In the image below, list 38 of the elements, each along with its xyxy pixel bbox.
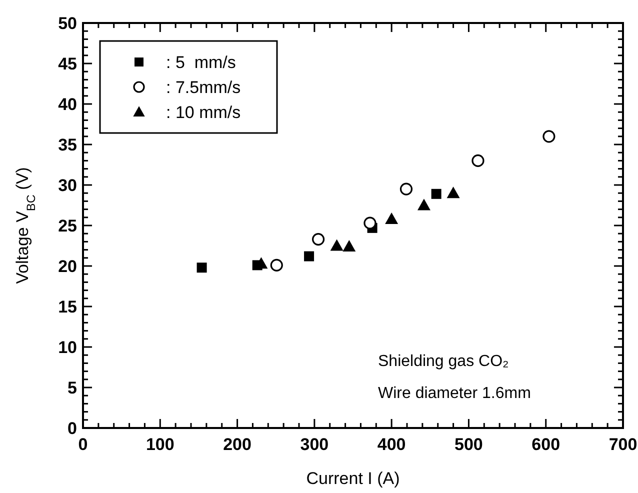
point [330,239,344,251]
point [542,130,556,143]
point [312,232,325,246]
x-tick-label: 700 [608,435,638,454]
y-tick-label: 15 [58,298,77,316]
point [385,212,398,224]
legend-label: : 10 mm/s [166,103,241,122]
x-tick-label: 500 [454,435,483,454]
y-tick-label: 10 [58,338,77,357]
point [342,240,356,252]
y-tick-label: 25 [58,216,77,236]
legend-label: : 7.5mm/s [166,78,241,97]
point [270,258,283,272]
y-tick-label: 40 [58,95,77,114]
x-tick-label: 600 [532,435,560,454]
annotation: Shielding gas CO₂ [378,353,509,370]
x-axis-title: Current I (A) [306,469,400,488]
x-tick-label: 200 [223,435,252,454]
point [304,251,314,262]
x-tick-label: 400 [377,435,406,454]
annotation: Wire diameter 1.6mm [378,385,531,402]
y-tick-label: 35 [58,136,77,154]
x-tick-label: 100 [146,435,174,454]
y-tick-label: 50 [58,14,77,33]
point [446,186,460,198]
point [196,262,207,273]
y-tick-label: 30 [58,176,77,195]
x-tick-label: 300 [300,435,329,454]
y-tick-label: 0 [68,419,77,438]
point [431,188,442,199]
legend-label: : 5 mm/s [166,53,236,72]
point [364,216,376,230]
point [417,198,430,210]
y-tick-label: 20 [58,257,77,276]
y-tick-label: 45 [58,54,77,74]
y-tick-label: 5 [68,378,77,398]
point [472,154,484,167]
point [400,182,413,196]
